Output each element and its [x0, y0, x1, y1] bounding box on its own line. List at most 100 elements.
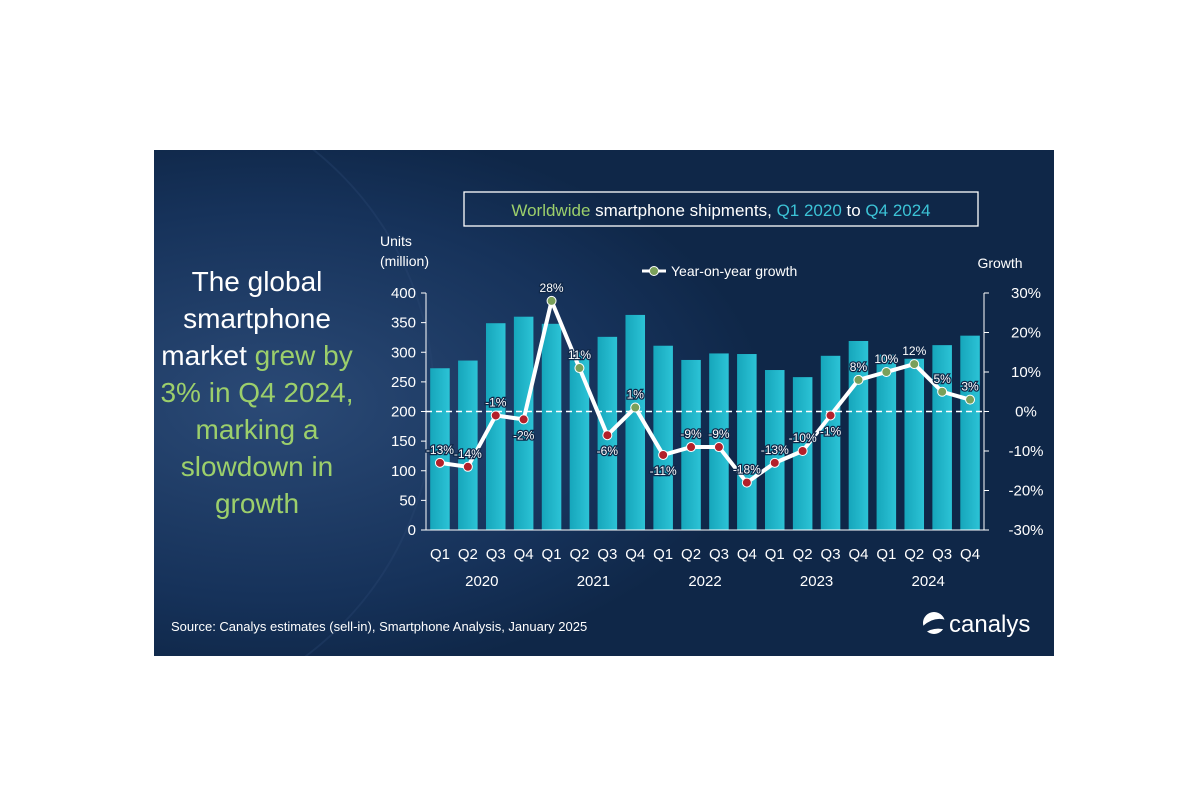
legend-label: Year-on-year growth — [671, 263, 797, 279]
x-year-label: 2020 — [465, 573, 498, 590]
growth-data-label: -13% — [426, 443, 454, 457]
headline-segment: smartphone — [183, 303, 331, 334]
y-axis-left-label-line: (million) — [380, 253, 429, 269]
y-left-tick-label: 50 — [399, 492, 416, 509]
x-tick-label: Q1 — [765, 546, 785, 563]
y-right-tick-label: -30% — [1008, 522, 1043, 539]
bar — [820, 355, 841, 530]
bar — [541, 323, 562, 530]
y-ticks-left: 0 50 100 150 200 250 300 350 400 — [391, 285, 426, 539]
headline-segment: marking a — [196, 414, 319, 445]
x-tick-label: Q4 — [737, 546, 757, 563]
x-tick-label: Q2 — [458, 546, 478, 563]
growth-point — [825, 410, 836, 421]
y-axis-right-label: Growth — [977, 255, 1022, 271]
x-tick-label: Q2 — [681, 546, 701, 563]
growth-point — [909, 359, 920, 370]
x-tick-label: Q3 — [486, 546, 506, 563]
x-tick-label: Q3 — [597, 546, 617, 563]
title-segment: Q1 2020 — [777, 201, 842, 220]
x-tick-label: Q3 — [821, 546, 841, 563]
growth-data-label: -2% — [513, 428, 535, 442]
headline-segment: growth — [215, 488, 299, 519]
growth-data-label: 12% — [902, 344, 926, 358]
headline-segment: slowdown in — [181, 451, 334, 482]
y-left-tick-label: 250 — [391, 374, 416, 391]
x-year-label: 2022 — [688, 573, 721, 590]
headline-segment: The global — [192, 266, 323, 297]
title-segment: Q4 2024 — [865, 201, 930, 220]
x-tick-label: Q4 — [960, 546, 980, 563]
bar — [653, 345, 673, 530]
y-right-tick-label: 20% — [1011, 325, 1041, 342]
growth-point — [937, 386, 948, 397]
title-segment: smartphone shipments, — [590, 201, 776, 220]
x-tick-label: Q2 — [793, 546, 813, 563]
growth-point — [630, 402, 641, 413]
growth-point — [546, 295, 557, 306]
axes — [425, 293, 985, 531]
growth-point — [434, 457, 445, 468]
y-left-tick-label: 100 — [391, 463, 416, 480]
bar — [569, 352, 590, 530]
canalys-logo-icon-cut — [923, 618, 946, 634]
growth-point — [602, 430, 613, 441]
x-tick-label: Q1 — [430, 546, 450, 563]
growth-data-label: -13% — [761, 443, 789, 457]
x-tick-label: Q4 — [848, 546, 868, 563]
y-axis-left-label: Units (million) — [380, 233, 429, 269]
headline-segment: grew by — [255, 340, 353, 371]
growth-point — [574, 363, 585, 374]
headline-segment: 3% in Q4 2024, — [160, 377, 353, 408]
title-segment: Worldwide — [511, 201, 590, 220]
x-tick-label: Q4 — [625, 546, 645, 563]
growth-point — [490, 410, 501, 421]
growth-data-label: 11% — [568, 348, 591, 362]
growth-data-label: 3% — [961, 380, 979, 394]
title-box — [463, 191, 979, 227]
y-ticks-right: -30% -20% -10% 0% 10% 20% 30% — [984, 285, 1044, 539]
x-tick-label: Q4 — [514, 546, 534, 563]
growth-data-label: -1% — [820, 424, 842, 438]
growth-point — [462, 461, 473, 472]
growth-point — [853, 374, 864, 385]
canalys-logo-text: canalys — [949, 611, 1030, 638]
headline-segment: market — [161, 340, 254, 371]
growth-line-series: -13% -14%-1%-2%28%11%-6%1%-11%-9% -9%-18%-… — [425, 280, 980, 488]
growth-point — [518, 414, 529, 425]
y-left-tick-label: 150 — [391, 433, 416, 450]
growth-data-label: -10% — [789, 431, 817, 445]
growth-data-label: -9% — [708, 427, 730, 441]
bar — [876, 354, 897, 530]
y-left-tick-label: 0 — [408, 522, 416, 539]
canalys-logo: canalys — [923, 611, 1030, 638]
growth-point — [881, 367, 892, 377]
x-year-label: 2021 — [577, 573, 610, 590]
y-right-tick-label: 0% — [1015, 404, 1037, 421]
growth-data-label: -18% — [733, 463, 761, 477]
growth-point — [769, 457, 780, 468]
growth-data-label: -6% — [597, 444, 619, 458]
bar — [625, 314, 646, 530]
growth-point — [797, 446, 808, 456]
x-year-label: 2024 — [912, 573, 945, 590]
source-note: Source: Canalys estimates (sell-in), Sma… — [171, 619, 587, 634]
y-left-tick-label: 400 — [391, 285, 416, 302]
y-axis-left-label-line: Units — [380, 233, 412, 249]
x-tick-label: Q1 — [542, 546, 562, 563]
bar — [960, 335, 980, 530]
growth-data-label: 28% — [540, 281, 564, 295]
y-right-tick-label: -20% — [1008, 483, 1043, 500]
bar — [904, 358, 925, 530]
growth-point — [713, 442, 724, 453]
y-left-tick-label: 350 — [391, 315, 416, 332]
x-tick-label: Q1 — [653, 546, 673, 563]
legend: Year-on-year growth — [642, 263, 797, 279]
growth-point — [658, 449, 669, 460]
growth-point — [965, 394, 976, 405]
growth-data-label: -14% — [454, 447, 482, 461]
growth-data-label: 1% — [627, 388, 645, 402]
x-tick-label: Q1 — [876, 546, 896, 563]
x-tick-label: Q3 — [932, 546, 952, 563]
x-tick-label: Q3 — [709, 546, 729, 563]
